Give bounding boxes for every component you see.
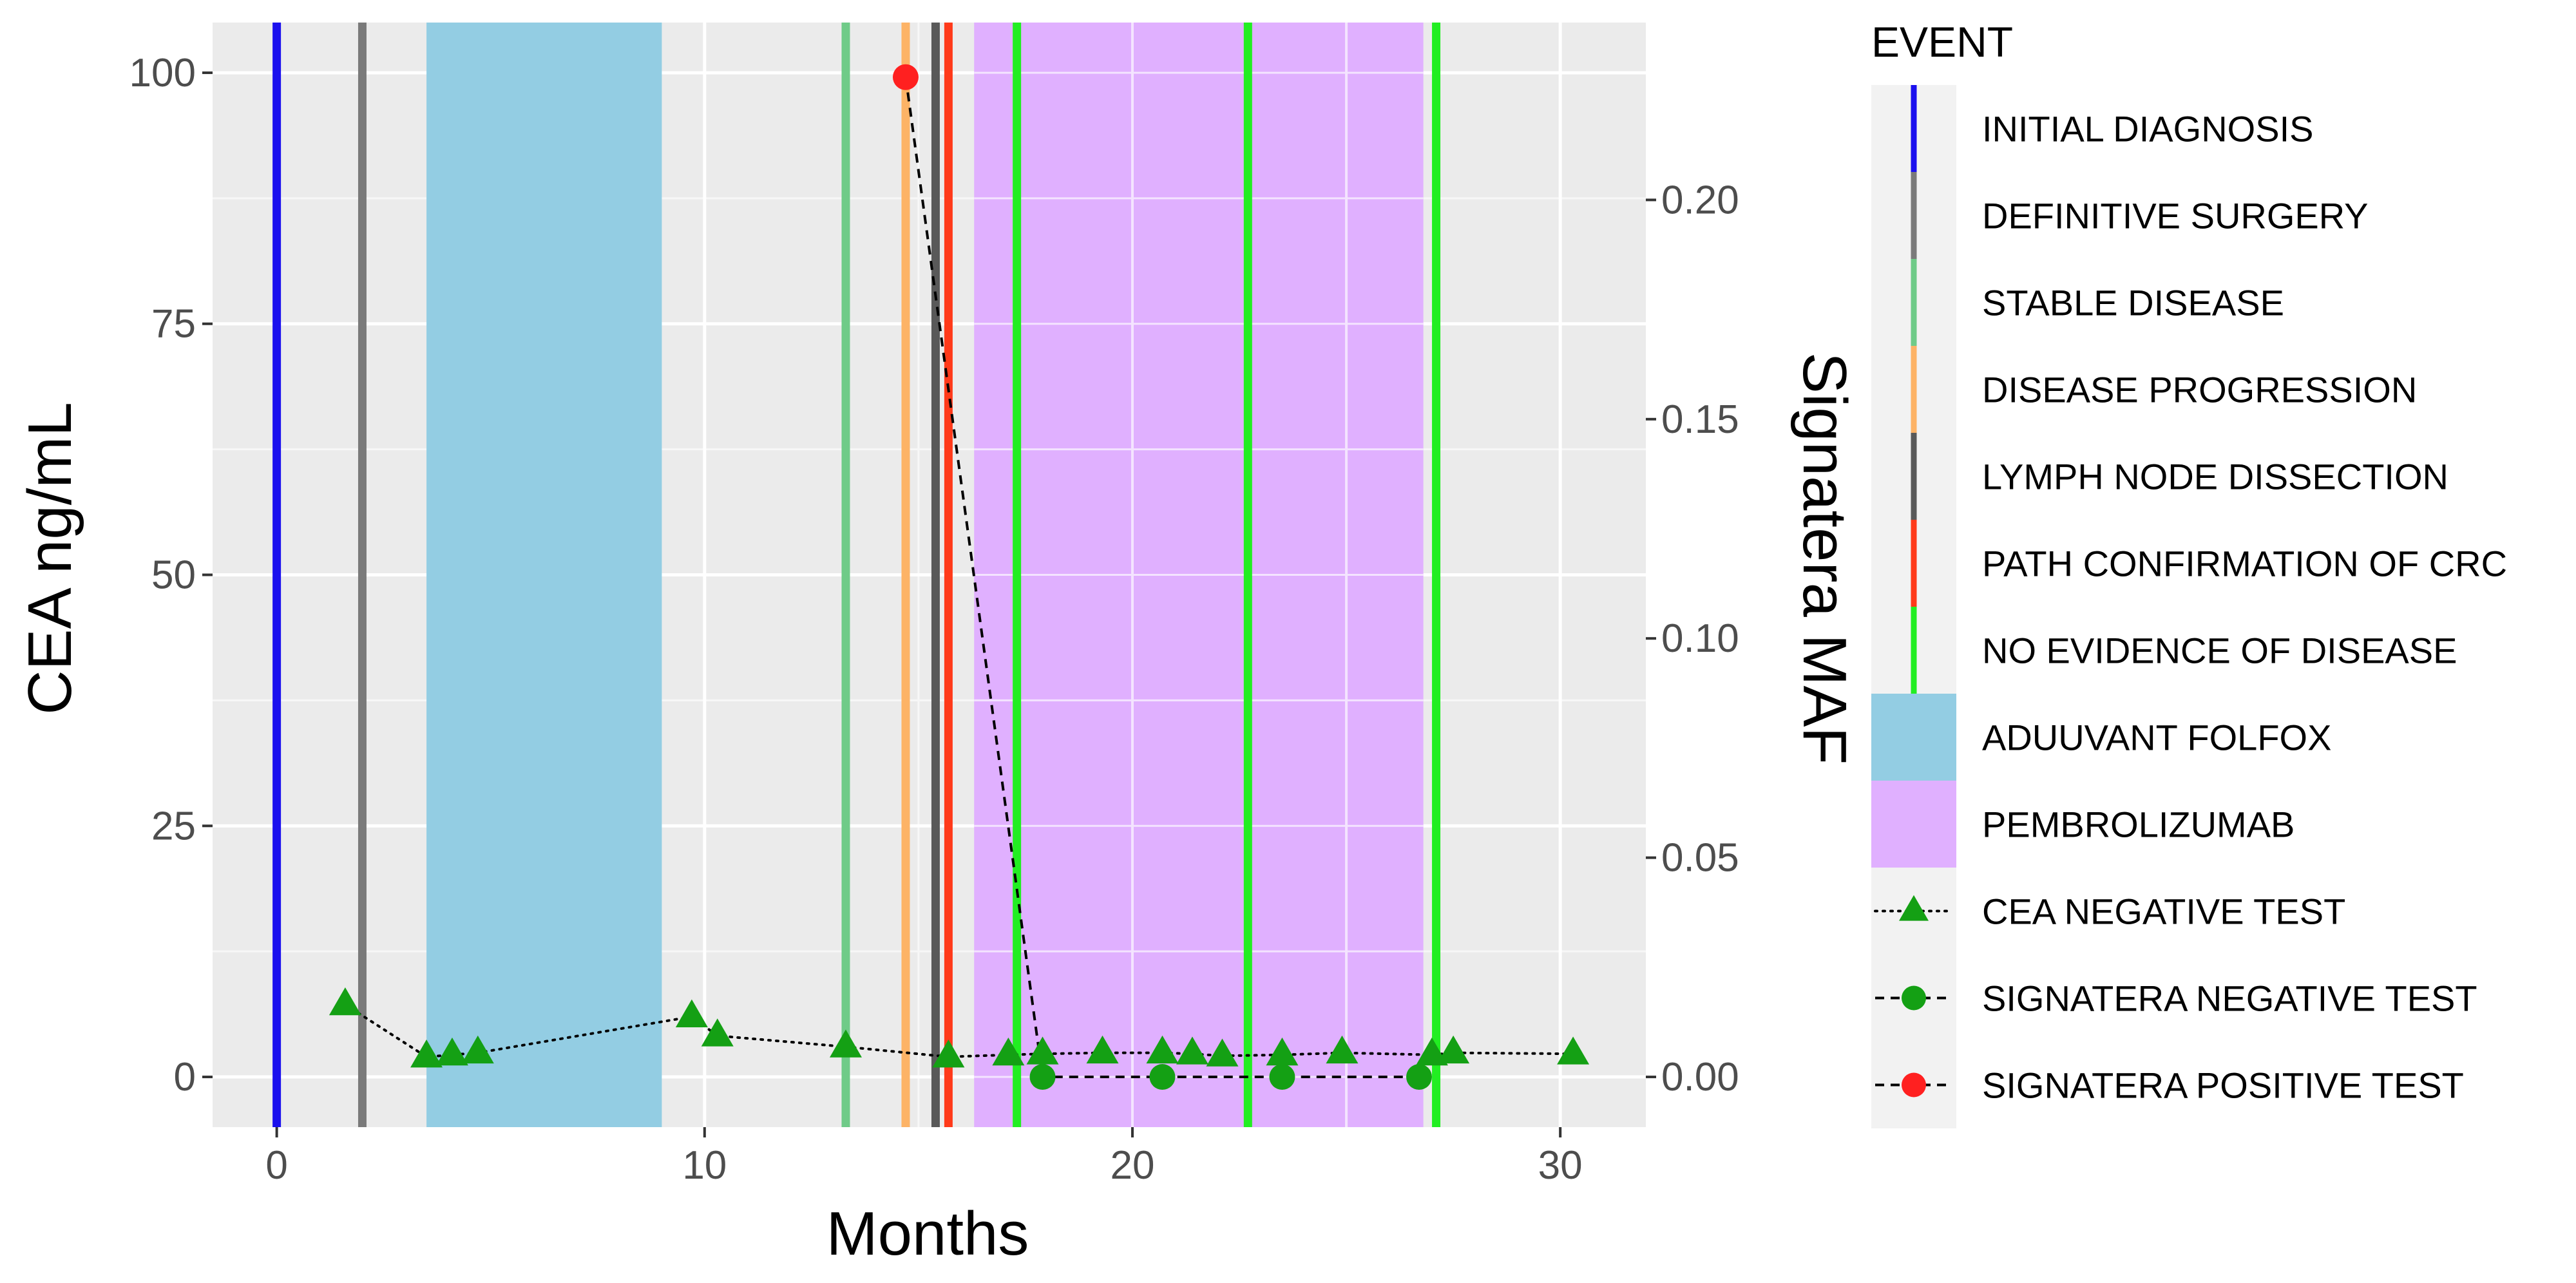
cea-point-11 [1146,1035,1179,1064]
legend-key-11 [1902,1072,1926,1098]
left-tick-label: 50 [151,553,196,598]
legend-label-10: SIGNATERA NEGATIVE TEST [1982,978,2477,1019]
x-tick-label: 10 [682,1143,727,1188]
legend-label-4: LYMPH NODE DISSECTION [1982,457,2448,497]
left-tick-label: 25 [151,804,196,848]
cea-point-1 [410,1040,443,1068]
x-tick-label: 30 [1538,1143,1583,1188]
left-tick-label: 0 [174,1055,196,1099]
legend-key-7 [1871,694,1956,781]
legend-key-10 [1902,985,1926,1011]
right-tick-label: 0.00 [1661,1055,1739,1099]
cea-point-17 [1437,1035,1470,1064]
legend-title: EVENT [1871,18,2013,66]
legend-label-6: NO EVIDENCE OF DISEASE [1982,631,2457,671]
legend-label-1: DEFINITIVE SURGERY [1982,196,2369,236]
left-tick-label: 100 [129,51,196,95]
legend-label-9: CEA NEGATIVE TEST [1982,891,2345,932]
left-y-axis: 0 25 50 75 100 [129,51,213,1099]
left-tick-label: 75 [151,302,196,347]
legend: EVENT INITIAL DIAGNOSIS DEFINITIVE SURGER… [1871,18,2507,1128]
right-tick-label: 0.15 [1661,397,1739,442]
signatera-negative-point-0 [1029,1064,1056,1090]
legend-label-2: STABLE DISEASE [1982,283,2284,323]
right-tick-label: 0.05 [1661,836,1739,880]
x-tick-label: 20 [1111,1143,1155,1188]
cea-point-10 [1086,1035,1119,1064]
legend-label-0: INITIAL DIAGNOSIS [1982,109,2313,149]
cea-point-8 [992,1037,1025,1066]
cea-point-5 [701,1018,734,1047]
cea-point-13 [1206,1038,1239,1067]
legend-label-5: PATH CONFIRMATION OF CRC [1982,544,2507,584]
cea-point-7 [932,1040,965,1068]
cea-point-12 [1176,1036,1208,1065]
shaded-period-0 [426,23,662,1127]
cea-point-16 [1415,1037,1448,1066]
cea-point-18 [1557,1036,1590,1065]
legend-label-8: PEMBROLIZUMAB [1982,804,2295,845]
legend-key-8 [1871,781,1956,868]
cea-point-14 [1266,1037,1299,1066]
x-axis: 0 10 20 30 [265,1127,1583,1188]
right-y-axis: 0.00 0.05 0.10 0.15 0.20 [1646,178,1739,1099]
signatera-negative-point-1 [1149,1064,1176,1090]
right-tick-label: 0.10 [1661,616,1739,661]
cea-point-6 [829,1029,862,1058]
signatera-positive-point-0 [892,64,919,90]
right-y-axis-title: Signatera MAF [1790,352,1859,765]
left-y-axis-title: CEA ng/mL [15,402,84,715]
legend-label-3: DISEASE PROGRESSION [1982,370,2417,410]
cea-point-4 [675,999,708,1027]
cea-point-3 [461,1035,494,1064]
cea-point-9 [1026,1036,1059,1065]
right-tick-label: 0.20 [1661,178,1739,222]
cea-point-2 [435,1037,468,1066]
legend-key-9 [1899,895,1929,921]
x-tick-label: 0 [265,1143,287,1188]
plot-panel [213,23,1646,1127]
legend-label-11: SIGNATERA POSITIVE TEST [1982,1065,2464,1106]
cea-point-15 [1326,1035,1359,1064]
signatera-negative-point-3 [1406,1064,1432,1090]
x-axis-title: Months [826,1199,1029,1268]
signatera-negative-point-2 [1269,1064,1295,1090]
legend-label-7: ADUUVANT FOLFOX [1982,718,2331,758]
cea-point-0 [329,987,361,1016]
